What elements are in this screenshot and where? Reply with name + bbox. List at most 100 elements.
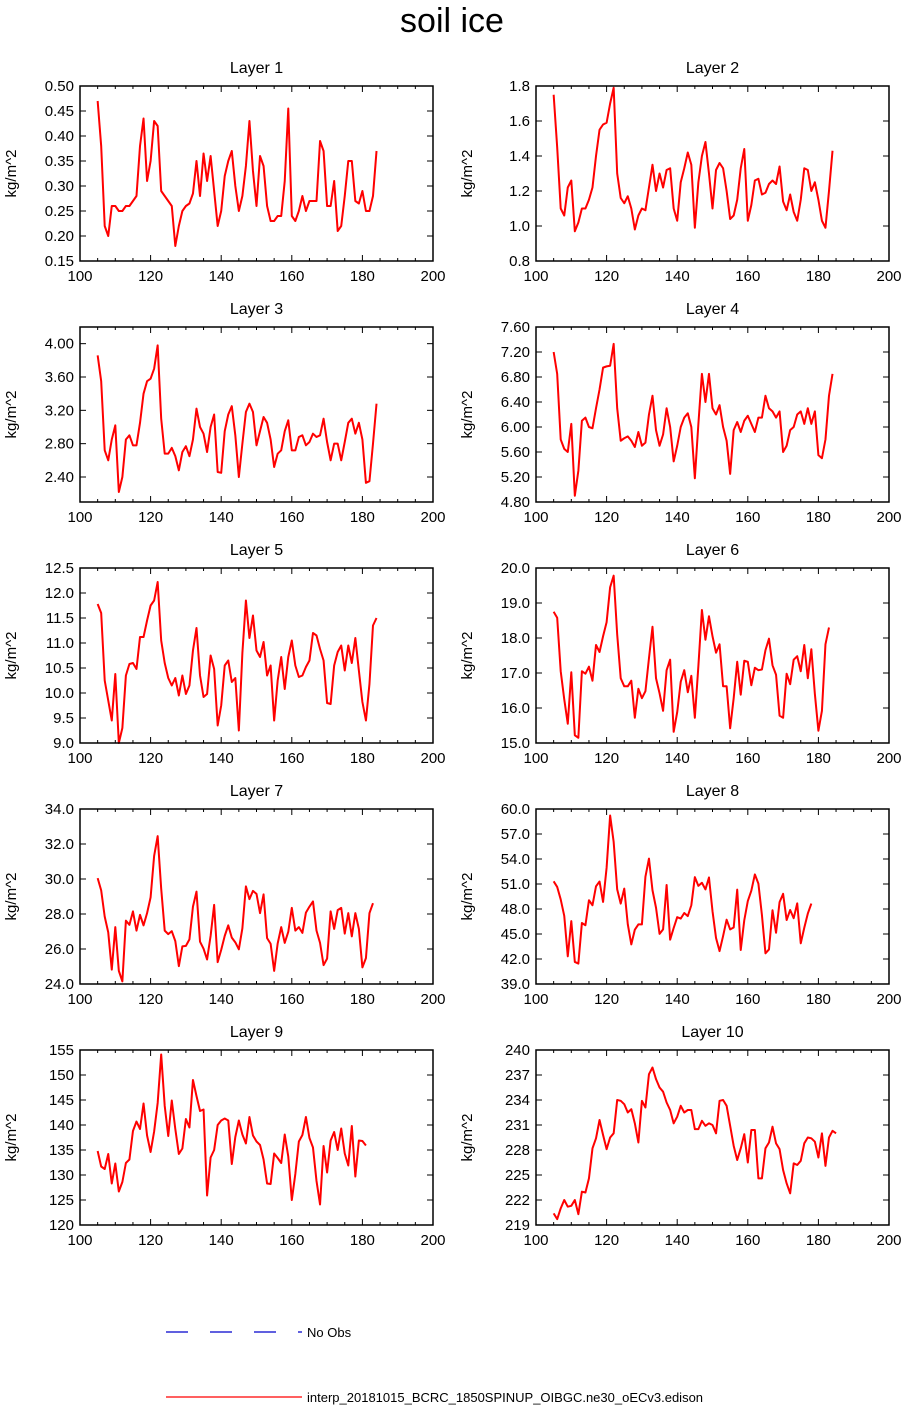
panel-layer-2: Layer 2 kg/m^2 100 120 140 160 180 200 0.8 1.0 1.2… bbox=[459, 60, 902, 285]
y-tick-label: 225 bbox=[505, 1167, 530, 1184]
y-tick-label: 9.0 bbox=[53, 735, 74, 752]
series-line bbox=[552, 86, 834, 233]
plot-frame bbox=[79, 326, 434, 503]
x-tick-label: 120 bbox=[138, 509, 163, 526]
y-tick-label: 6.40 bbox=[501, 394, 530, 411]
y-tick-label: 18.0 bbox=[501, 630, 530, 647]
x-tick-label: 120 bbox=[138, 1232, 163, 1249]
x-tick-label: 200 bbox=[420, 268, 445, 285]
y-tick-label: 6.80 bbox=[501, 369, 530, 386]
series-line bbox=[552, 814, 813, 965]
y-tick-label: 12.0 bbox=[45, 585, 74, 602]
y-tick-label: 4.80 bbox=[501, 494, 530, 511]
y-tick-label: 30.0 bbox=[45, 871, 74, 888]
panel-layer-7: Layer 7 kg/m^2 100 120 140 160 180 200 24.0 26.0 2… bbox=[3, 783, 446, 1008]
y-tick-label: 231 bbox=[505, 1117, 530, 1134]
y-tick-label: 16.0 bbox=[501, 700, 530, 717]
x-tick-label: 100 bbox=[67, 268, 92, 285]
y-tick-label: 5.60 bbox=[501, 444, 530, 461]
panel-title: Layer 5 bbox=[230, 542, 283, 559]
plot-frame bbox=[79, 85, 434, 262]
y-tick-label: 2.80 bbox=[45, 436, 74, 453]
y-tick-label: 0.30 bbox=[45, 178, 74, 195]
x-tick-label: 140 bbox=[665, 991, 690, 1008]
y-tick-label: 1.2 bbox=[509, 183, 530, 200]
panel-layer-10: Layer 10 kg/m^2 100 120 140 160 180 200 219 222 22… bbox=[459, 1024, 902, 1249]
y-tick-label: 11.5 bbox=[46, 610, 74, 627]
x-tick-label: 200 bbox=[876, 991, 901, 1008]
y-tick-label: 135 bbox=[49, 1142, 74, 1159]
x-tick-label: 140 bbox=[665, 1232, 690, 1249]
x-tick-label: 100 bbox=[523, 1232, 548, 1249]
x-tick-label: 100 bbox=[67, 991, 92, 1008]
panel-layer-8: Layer 8 kg/m^2 100 120 140 160 180 200 39.0 42.0 4… bbox=[459, 783, 902, 1008]
panel-title: Layer 10 bbox=[681, 1024, 743, 1041]
legend-label-no-obs: No Obs bbox=[307, 1325, 352, 1340]
y-tick-label: 0.25 bbox=[45, 203, 74, 220]
x-tick-label: 120 bbox=[594, 991, 619, 1008]
plot-frame bbox=[535, 1049, 890, 1226]
y-tick-label: 140 bbox=[49, 1117, 74, 1134]
y-tick-label: 240 bbox=[505, 1042, 530, 1059]
y-tick-label: 1.8 bbox=[509, 78, 530, 95]
y-axis-label: kg/m^2 bbox=[459, 1114, 476, 1162]
x-tick-label: 180 bbox=[806, 750, 831, 767]
x-tick-label: 120 bbox=[138, 750, 163, 767]
x-tick-label: 200 bbox=[420, 509, 445, 526]
y-tick-label: 219 bbox=[505, 1217, 530, 1234]
panel-layer-5: Layer 5 kg/m^2 100 120 140 160 180 200 9.0 9.5 10.… bbox=[3, 542, 446, 767]
y-tick-label: 4.00 bbox=[45, 336, 74, 353]
y-axis-label: kg/m^2 bbox=[459, 391, 476, 439]
x-tick-label: 100 bbox=[67, 750, 92, 767]
x-tick-label: 120 bbox=[138, 268, 163, 285]
plot-frame bbox=[535, 326, 890, 503]
y-tick-label: 234 bbox=[505, 1092, 530, 1109]
x-tick-label: 200 bbox=[876, 750, 901, 767]
panel-layer-1: Layer 1 kg/m^2 100 120 140 160 180 200 0.15 0.20 0… bbox=[3, 60, 446, 285]
x-tick-label: 100 bbox=[523, 991, 548, 1008]
x-tick-label: 100 bbox=[67, 509, 92, 526]
y-axis-label: kg/m^2 bbox=[3, 632, 20, 680]
y-tick-label: 26.0 bbox=[45, 941, 74, 958]
legend-label-model: interp_20181015_BCRC_1850SPINUP_OIBGC.ne… bbox=[307, 1390, 703, 1405]
y-tick-label: 57.0 bbox=[501, 826, 530, 843]
y-tick-label: 0.20 bbox=[45, 228, 74, 245]
x-tick-label: 160 bbox=[279, 750, 304, 767]
x-tick-label: 180 bbox=[350, 750, 375, 767]
x-tick-label: 160 bbox=[279, 268, 304, 285]
plot-frame bbox=[79, 567, 434, 744]
y-tick-label: 10.0 bbox=[45, 685, 74, 702]
x-tick-label: 180 bbox=[806, 991, 831, 1008]
y-tick-label: 5.20 bbox=[501, 469, 530, 486]
series-line bbox=[96, 581, 378, 744]
y-tick-label: 9.5 bbox=[53, 710, 74, 727]
y-tick-label: 48.0 bbox=[501, 901, 530, 918]
x-tick-label: 140 bbox=[209, 991, 234, 1008]
y-tick-label: 6.00 bbox=[501, 419, 530, 436]
y-tick-label: 150 bbox=[49, 1067, 74, 1084]
x-tick-label: 140 bbox=[209, 750, 234, 767]
panel-title: Layer 7 bbox=[230, 783, 283, 800]
x-tick-label: 180 bbox=[350, 1232, 375, 1249]
y-tick-label: 228 bbox=[505, 1142, 530, 1159]
y-tick-label: 32.0 bbox=[45, 836, 74, 853]
y-tick-label: 1.4 bbox=[509, 148, 530, 165]
y-tick-label: 10.5 bbox=[45, 660, 74, 677]
y-tick-label: 120 bbox=[49, 1217, 74, 1234]
y-tick-label: 237 bbox=[505, 1067, 530, 1084]
plot-frame bbox=[535, 567, 890, 744]
y-tick-label: 45.0 bbox=[501, 926, 530, 943]
panel-title: Layer 4 bbox=[686, 301, 739, 318]
x-tick-label: 140 bbox=[209, 509, 234, 526]
x-tick-label: 160 bbox=[735, 991, 760, 1008]
plot-frame bbox=[79, 808, 434, 985]
y-tick-label: 155 bbox=[49, 1042, 74, 1059]
plot-frame bbox=[79, 1049, 434, 1226]
y-tick-label: 3.20 bbox=[45, 402, 74, 419]
y-axis-label: kg/m^2 bbox=[3, 1114, 20, 1162]
x-tick-label: 180 bbox=[806, 509, 831, 526]
y-tick-label: 125 bbox=[49, 1192, 74, 1209]
x-tick-label: 200 bbox=[876, 268, 901, 285]
panel-title: Layer 3 bbox=[230, 301, 283, 318]
